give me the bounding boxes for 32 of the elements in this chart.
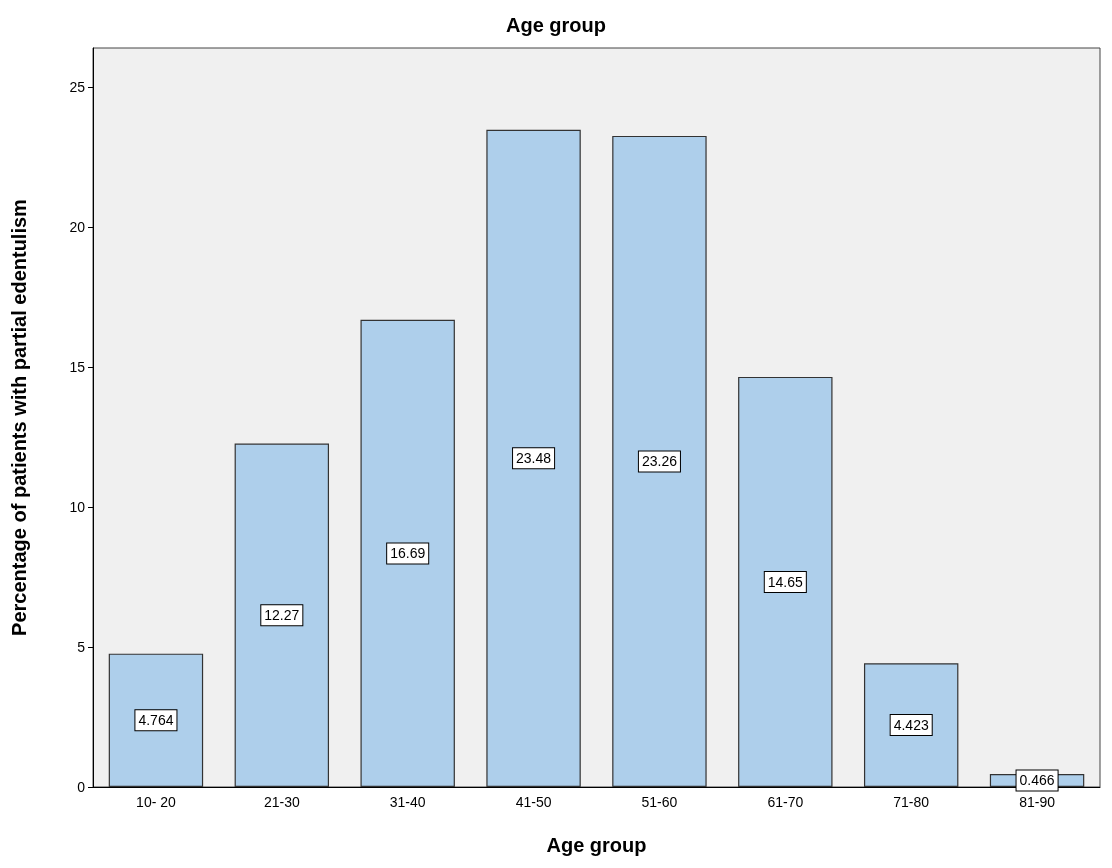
bar (486, 129, 581, 787)
bar (612, 135, 707, 787)
x-tick-label: 81-90 (1019, 794, 1056, 810)
data-label: 23.48 (516, 450, 552, 467)
x-tick-label: 41-50 (515, 794, 552, 810)
y-tick-label: 15 (69, 359, 86, 376)
x-tick-label: 71-80 (893, 794, 930, 810)
x-tick-label: 10- 20 (136, 794, 176, 810)
x-tick-label: 31-40 (389, 794, 426, 810)
chart-title: Age group (506, 14, 606, 36)
x-tick-label: 51-60 (641, 794, 678, 810)
bar (108, 653, 204, 787)
bar (738, 376, 833, 787)
data-label: 4.423 (893, 717, 929, 734)
bar (234, 443, 330, 787)
data-label: 23.26 (641, 453, 678, 470)
y-tick-label: 5 (77, 639, 86, 656)
data-label: 0.466 (1019, 772, 1055, 789)
y-axis-title: Percentage of patients with partial edentulism (8, 199, 30, 636)
y-tick-label: 10 (69, 499, 86, 516)
data-label: 16.69 (390, 545, 426, 562)
bar (360, 319, 455, 787)
data-label: 14.65 (767, 573, 804, 590)
x-tick-label: 21-30 (263, 794, 300, 810)
data-label: 12.27 (264, 607, 300, 624)
y-tick-label: 0 (77, 779, 86, 795)
y-tick-label: 20 (69, 219, 86, 236)
x-tick-label: 61-70 (767, 794, 804, 810)
x-axis-title: Age group (546, 834, 647, 856)
y-tick-label: 25 (69, 79, 86, 96)
bar (863, 663, 959, 787)
data-label: 4.764 (138, 712, 174, 729)
